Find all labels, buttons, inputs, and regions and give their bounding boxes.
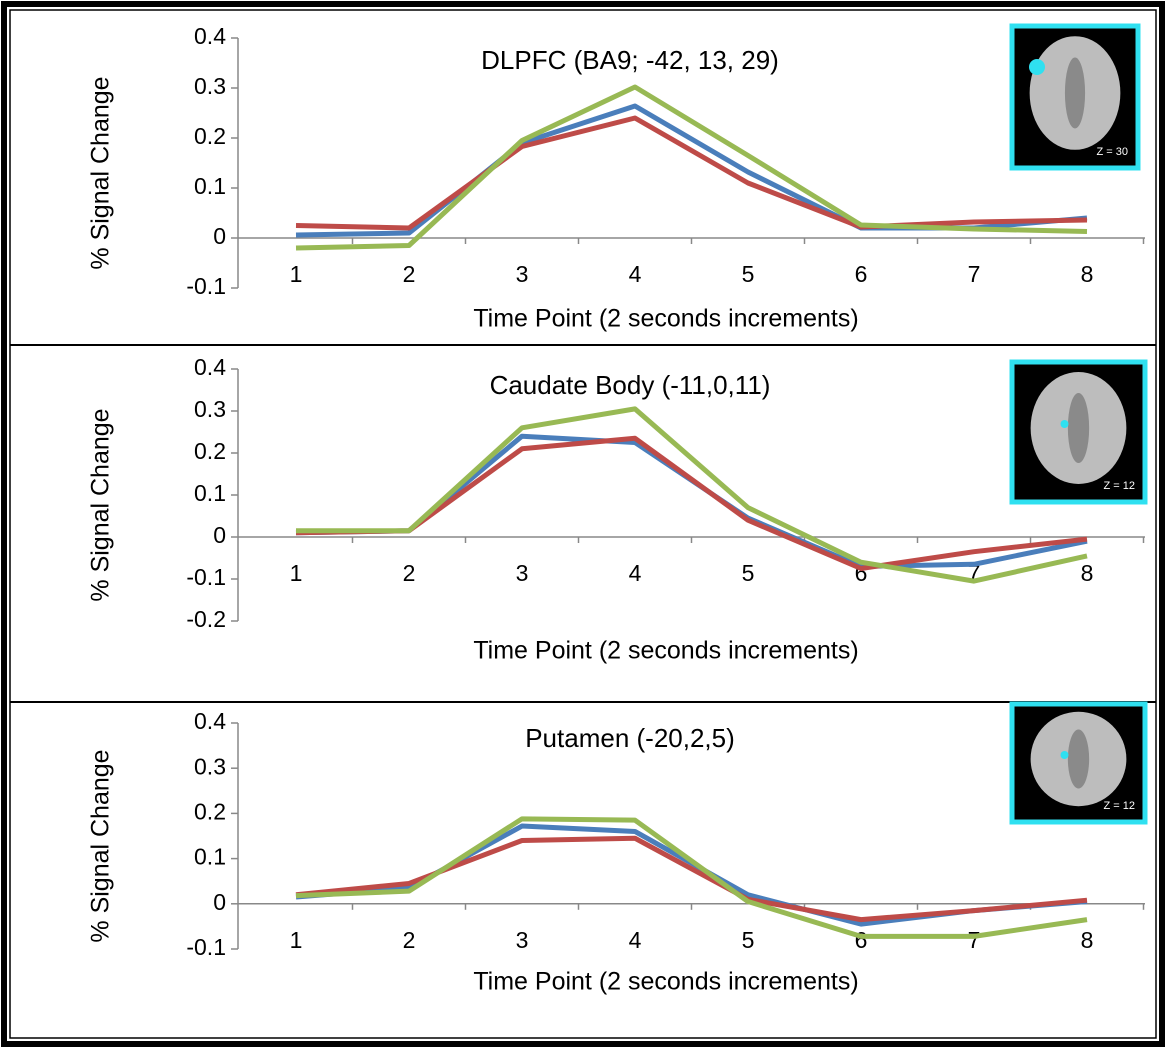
x-tick-label: 1 bbox=[290, 261, 303, 287]
inset-roi bbox=[1060, 420, 1069, 428]
y-tick-label: 0.3 bbox=[194, 753, 226, 779]
x-tick-label: 2 bbox=[403, 560, 416, 586]
x-axis-label: Time Point (2 seconds increments) bbox=[473, 968, 858, 996]
y-tick-label: -0.2 bbox=[186, 606, 226, 632]
y-tick-label: 0 bbox=[213, 522, 226, 548]
x-tick-label: 8 bbox=[1081, 560, 1094, 586]
x-axis-label: Time Point (2 seconds increments) bbox=[473, 305, 858, 333]
x-tick-label: 4 bbox=[629, 927, 642, 953]
chart-title: Caudate Body (-11,0,11) bbox=[490, 370, 771, 400]
inner-frame bbox=[9, 9, 1157, 1039]
y-axis-label: % Signal Change bbox=[87, 749, 115, 942]
x-tick-label: 5 bbox=[742, 261, 755, 287]
x-axis-label: Time Point (2 seconds increments) bbox=[473, 637, 858, 665]
y-tick-label: 0.3 bbox=[194, 73, 226, 99]
x-tick-label: 3 bbox=[516, 560, 529, 586]
y-tick-label: -0.1 bbox=[186, 934, 226, 960]
y-axis-label: % Signal Change bbox=[87, 408, 115, 601]
series-line bbox=[296, 406, 1088, 584]
x-tick-label: 6 bbox=[855, 261, 868, 287]
inset-brain-core bbox=[1064, 57, 1086, 129]
inset-brain-core bbox=[1067, 729, 1090, 789]
x-tick-label: 4 bbox=[629, 261, 642, 287]
x-tick-label: 8 bbox=[1081, 927, 1094, 953]
inset-label: Z = 12 bbox=[1104, 480, 1136, 492]
y-tick-label: 0.1 bbox=[194, 173, 226, 199]
y-tick-label: 0.4 bbox=[194, 23, 226, 49]
y-tick-label: 0.3 bbox=[194, 396, 226, 422]
y-tick-label: 0.2 bbox=[194, 438, 226, 464]
y-tick-label: -0.1 bbox=[186, 564, 226, 590]
chart-title: DLPFC (BA9; -42, 13, 29) bbox=[481, 45, 779, 75]
x-tick-label: 1 bbox=[290, 927, 303, 953]
y-tick-label: 0.1 bbox=[194, 844, 226, 870]
x-tick-label: 1 bbox=[290, 560, 303, 586]
series-line bbox=[295, 435, 1088, 571]
x-tick-label: 5 bbox=[742, 560, 755, 586]
chart-title: Putamen (-20,2,5) bbox=[525, 723, 735, 753]
x-tick-label: 3 bbox=[516, 261, 529, 287]
y-tick-label: -0.1 bbox=[186, 273, 226, 299]
x-tick-label: 3 bbox=[516, 927, 529, 953]
y-axis-label: % Signal Change bbox=[87, 76, 115, 269]
y-tick-label: 0.4 bbox=[194, 708, 226, 734]
x-tick-label: 2 bbox=[403, 927, 416, 953]
x-tick-label: 5 bbox=[742, 927, 755, 953]
y-tick-label: 0.4 bbox=[194, 354, 226, 380]
y-tick-label: 0.2 bbox=[194, 123, 226, 149]
inset-label: Z = 12 bbox=[1104, 800, 1136, 812]
x-tick-label: 8 bbox=[1081, 261, 1094, 287]
series-line bbox=[295, 115, 1088, 231]
x-tick-label: 6 bbox=[855, 927, 868, 953]
y-tick-label: 0.2 bbox=[194, 798, 226, 824]
inset-label: Z = 30 bbox=[1097, 146, 1129, 158]
x-tick-label: 4 bbox=[629, 560, 642, 586]
y-tick-label: 0.1 bbox=[194, 480, 226, 506]
x-tick-label: 2 bbox=[403, 261, 416, 287]
inset-roi bbox=[1029, 59, 1045, 75]
series-line bbox=[295, 84, 1088, 251]
series-line bbox=[295, 816, 1088, 939]
y-tick-label: 0 bbox=[213, 223, 226, 249]
inset-brain-core bbox=[1067, 393, 1090, 463]
y-tick-label: 0 bbox=[213, 889, 226, 915]
x-tick-label: 7 bbox=[968, 927, 981, 953]
inset-roi bbox=[1060, 751, 1069, 759]
x-tick-label: 7 bbox=[968, 261, 981, 287]
